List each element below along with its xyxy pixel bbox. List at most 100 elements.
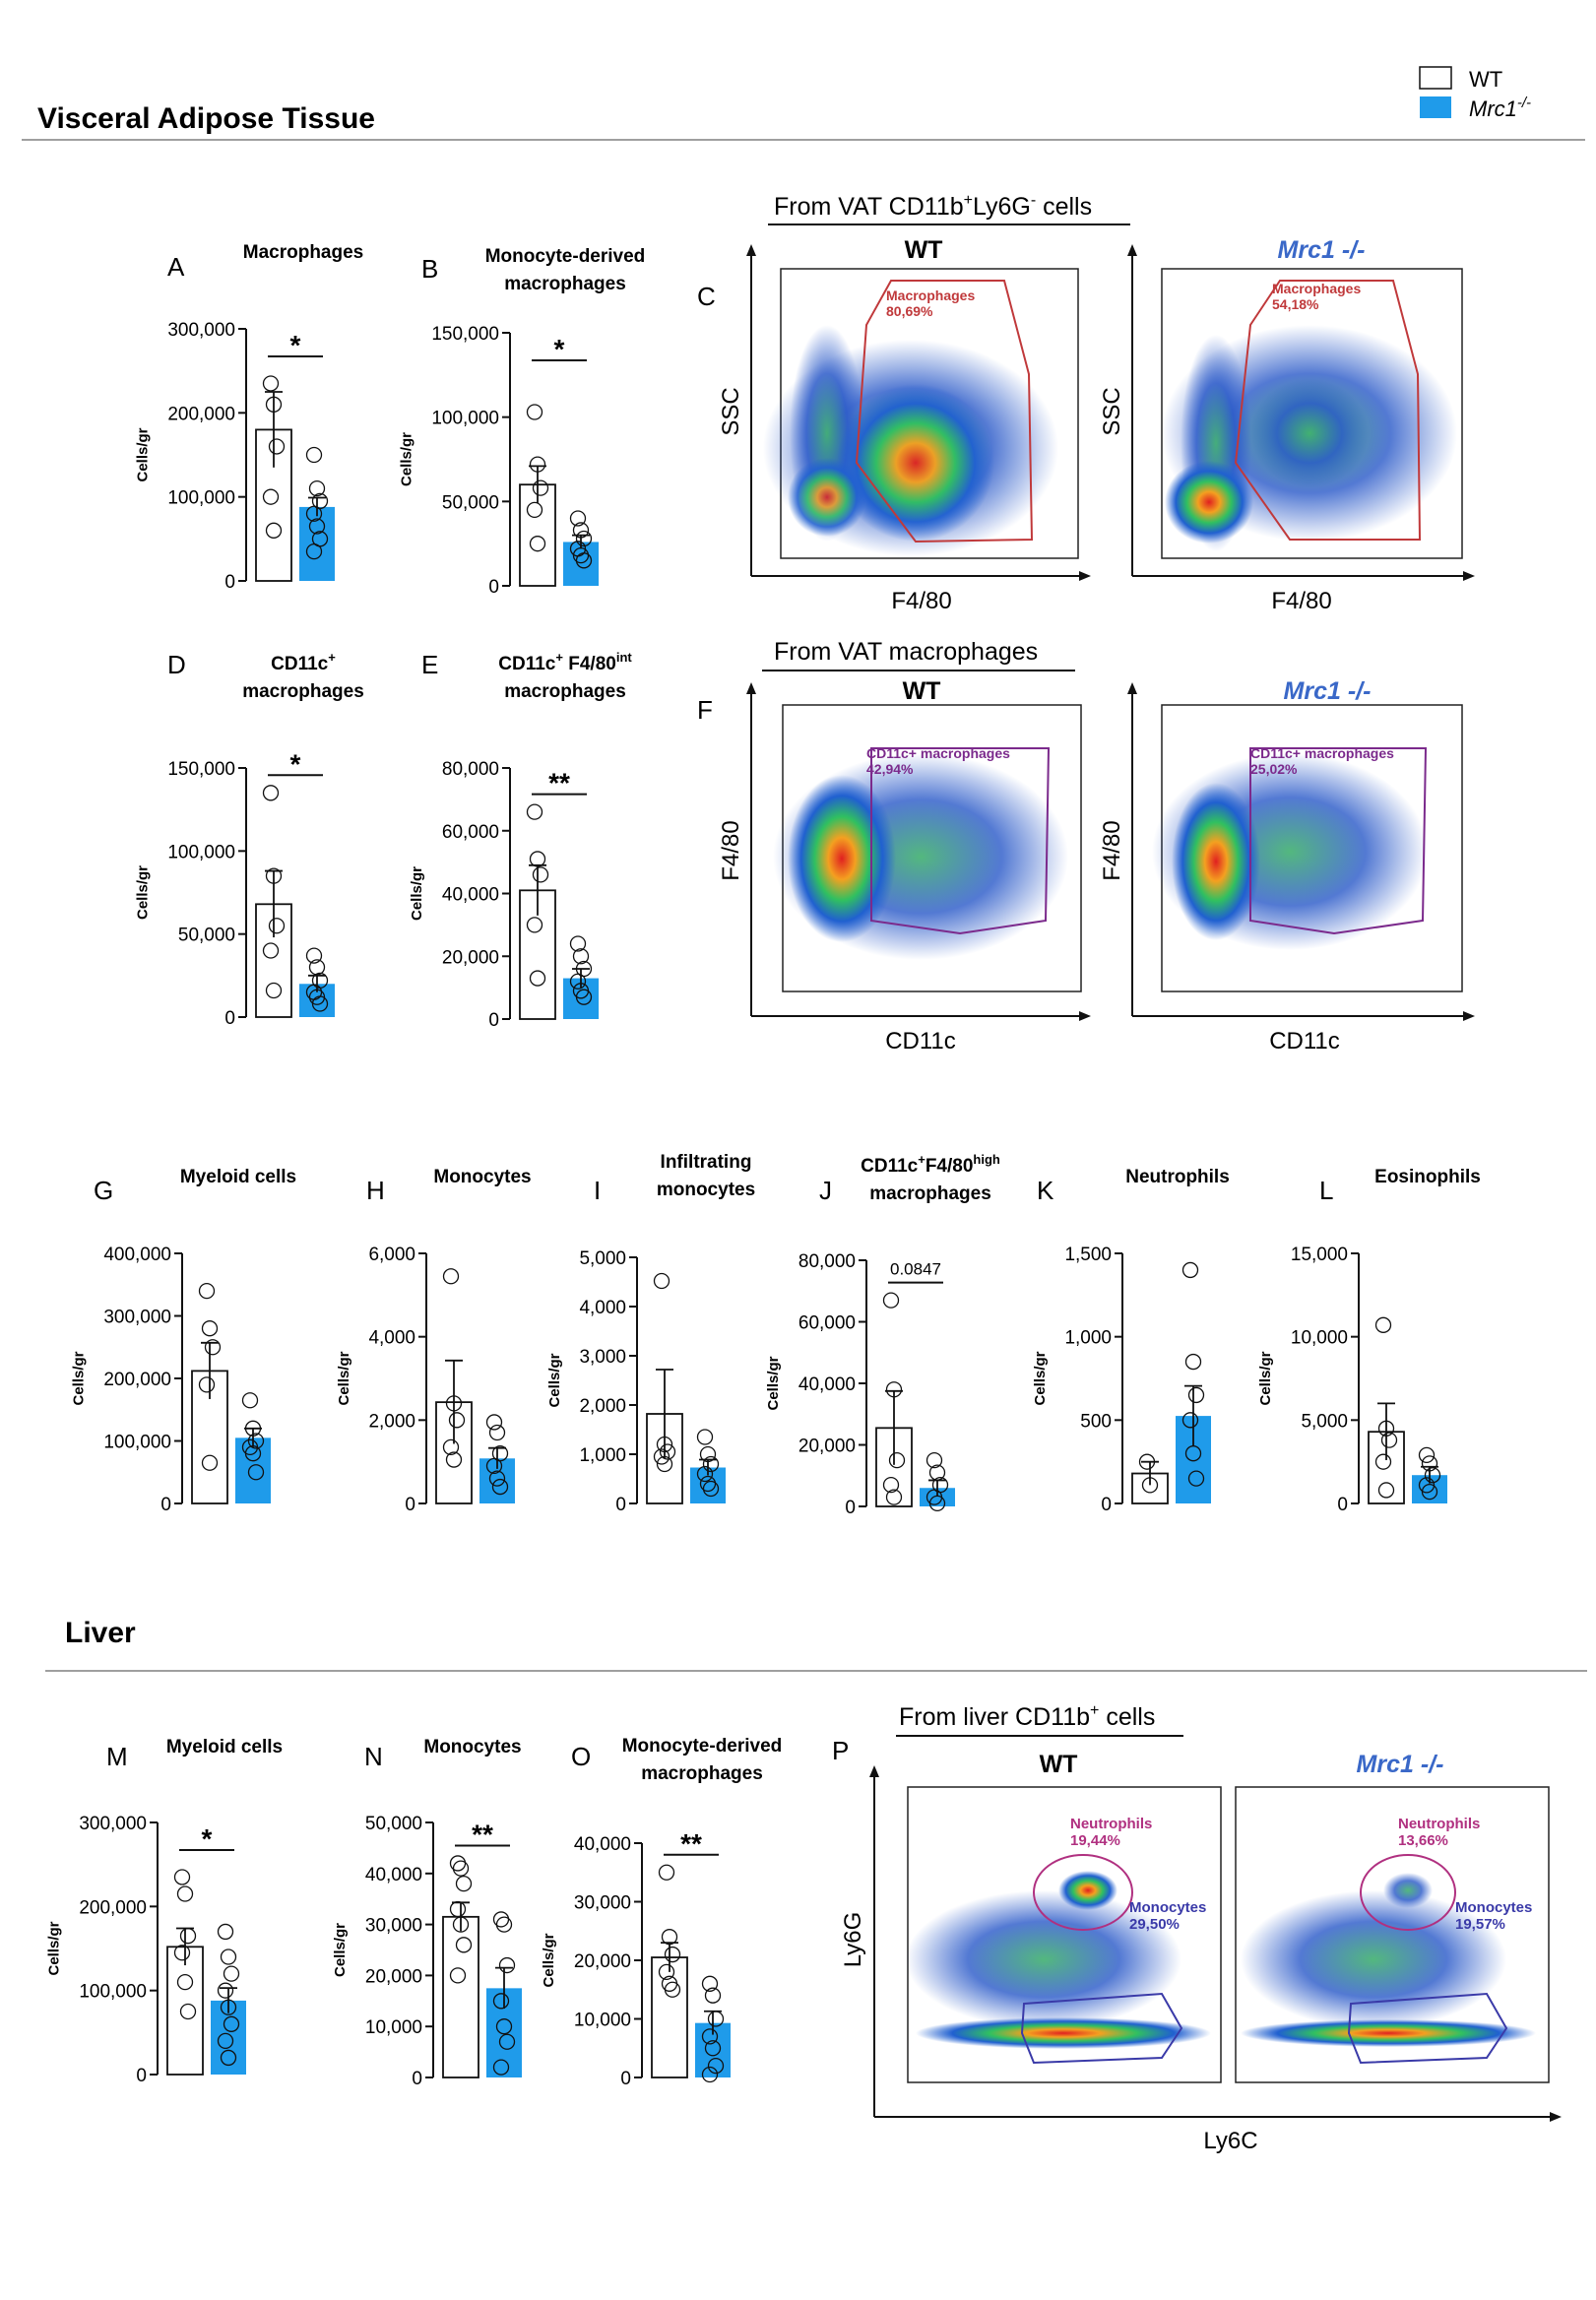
data-point-b-ko-0 bbox=[569, 510, 587, 527]
flow-ylabel-c-wt: SSC bbox=[718, 387, 744, 435]
gate-pct-f-ko: 25,02% bbox=[1250, 761, 1298, 777]
data-point-g-wt-4 bbox=[201, 1454, 219, 1471]
y-tick-label-m-2: 200,000 bbox=[79, 1897, 147, 1918]
data-point-a-ko-4 bbox=[308, 518, 326, 535]
chart-title-b-0: Monocyte-derived bbox=[485, 246, 646, 267]
y-tick-label-g-1: 100,000 bbox=[103, 1433, 171, 1453]
flow-header-c: From VAT CD11b+Ly6G- cells bbox=[774, 192, 1092, 221]
gate-pct-p-ko-monocytes: 19,57% bbox=[1455, 1916, 1505, 1933]
chart-title-m-0: Myeloid cells bbox=[166, 1737, 283, 1757]
data-point-d-wt-2 bbox=[268, 918, 286, 934]
data-point-j-wt-1 bbox=[885, 1381, 903, 1398]
data-point-n-ko-6 bbox=[492, 2059, 510, 2076]
y-tick-label-n-4: 40,000 bbox=[365, 1865, 422, 1885]
y-tick-label-g-4: 400,000 bbox=[103, 1245, 171, 1265]
data-point-b-ko-1 bbox=[572, 522, 590, 539]
data-point-h-wt-0 bbox=[442, 1268, 460, 1285]
bar-chart-i: I Infiltrating monocytes 0 1,000 2,000 3,000 4,… bbox=[546, 1152, 755, 1515]
gate-pct-c-wt: 80,69% bbox=[886, 303, 933, 319]
data-point-k-ko-1 bbox=[1184, 1353, 1202, 1371]
chart-title-l-0: Eosinophils bbox=[1374, 1167, 1481, 1187]
bar-chart-k: K Neutrophils 0 500 1,000 1,500 Cells/gr bbox=[1032, 1167, 1230, 1515]
chart-title-b-1: macrophages bbox=[504, 274, 626, 294]
flow-xarrow-p bbox=[1550, 2112, 1562, 2122]
data-point-l-ko-1 bbox=[1421, 1455, 1438, 1472]
flow-header-f: From VAT macrophages bbox=[774, 638, 1038, 666]
y-tick-label-d-3: 150,000 bbox=[167, 759, 235, 780]
bar-n-wt bbox=[442, 1915, 479, 2078]
data-point-j-wt-2 bbox=[888, 1451, 906, 1469]
data-point-m-wt-1 bbox=[176, 1885, 194, 1902]
y-tick-label-d-2: 100,000 bbox=[167, 842, 235, 862]
panel-letter-i: I bbox=[594, 1176, 601, 1205]
panel-letter-k: K bbox=[1037, 1176, 1054, 1205]
data-point-o-wt-5 bbox=[664, 1981, 681, 1998]
data-point-h-wt-2 bbox=[448, 1412, 466, 1429]
chart-title-o-1: macrophages bbox=[641, 1763, 763, 1784]
data-point-b-ko-5 bbox=[575, 552, 593, 569]
data-point-k-wt-0 bbox=[1138, 1453, 1156, 1470]
y-tick-label-e-2: 40,000 bbox=[442, 885, 499, 906]
y-axis-label-n: Cells/gr bbox=[332, 1923, 349, 1977]
density-f-ko bbox=[1152, 753, 1428, 950]
data-point-g-ko-2 bbox=[247, 1433, 265, 1449]
sig-label-b: * bbox=[554, 334, 565, 364]
data-point-n-wt-2 bbox=[455, 1876, 473, 1892]
data-point-o-ko-0 bbox=[701, 1975, 719, 1992]
data-point-l-wt-4 bbox=[1377, 1482, 1395, 1499]
y-tick-label-o-1: 10,000 bbox=[574, 2011, 631, 2031]
data-point-i-ko-1 bbox=[699, 1445, 717, 1463]
data-point-n-ko-1 bbox=[495, 1916, 513, 1933]
data-point-e-ko-5 bbox=[575, 989, 593, 1005]
bar-charts-layer: A Macrophages 0 100,000 200,000 300,000 Cells/… bbox=[45, 242, 1480, 2089]
bar-a-ko bbox=[299, 506, 335, 581]
flow-xlabel-c-ko: F4/80 bbox=[1271, 588, 1331, 614]
panel-letter-e: E bbox=[421, 650, 438, 679]
data-point-e-wt-3 bbox=[526, 917, 543, 933]
y-tick-label-o-0: 0 bbox=[620, 2069, 631, 2089]
gate-p-wt-monocytes bbox=[1020, 1992, 1183, 2065]
data-point-b-wt-4 bbox=[529, 536, 546, 552]
data-point-i-ko-0 bbox=[696, 1429, 714, 1445]
gate-c-wt bbox=[855, 280, 1034, 543]
data-point-h-ko-0 bbox=[485, 1414, 503, 1431]
y-axis-label-o: Cells/gr bbox=[541, 1933, 557, 1987]
panel-letter-d: D bbox=[167, 650, 186, 679]
data-point-d-ko-5 bbox=[311, 995, 329, 1012]
data-point-e-ko-0 bbox=[569, 935, 587, 952]
data-point-k-ko-2 bbox=[1187, 1386, 1205, 1404]
y-axis-label-l: Cells/gr bbox=[1257, 1351, 1274, 1405]
data-point-a-ko-0 bbox=[305, 446, 323, 464]
data-point-e-ko-3 bbox=[569, 973, 587, 990]
data-point-b-wt-1 bbox=[529, 456, 546, 473]
bar-chart-b: B Monocyte-derived macrophages 0 50,000 100,0… bbox=[398, 246, 645, 598]
data-point-o-ko-3 bbox=[701, 2028, 719, 2045]
y-tick-label-k-3: 1,500 bbox=[1064, 1245, 1112, 1265]
data-point-n-ko-0 bbox=[492, 1911, 510, 1928]
data-point-i-ko-3 bbox=[696, 1465, 714, 1483]
flow-xarrow-c-wt bbox=[1079, 571, 1091, 581]
gate-label-p-wt-monocytes: Monocytes bbox=[1129, 1899, 1206, 1916]
y-tick-label-i-2: 2,000 bbox=[579, 1396, 626, 1417]
y-tick-label-b-1: 50,000 bbox=[442, 492, 499, 513]
bar-chart-l: L Eosinophils 0 5,000 10,000 15,000 Cells/gr bbox=[1257, 1167, 1481, 1515]
chart-title-j-0: CD11c+F4/80high bbox=[861, 1152, 1000, 1177]
sig-label-m: * bbox=[202, 1823, 213, 1854]
y-axis-label-e: Cells/gr bbox=[409, 866, 425, 921]
chart-title-n-0: Monocytes bbox=[423, 1737, 521, 1757]
y-tick-label-i-3: 3,000 bbox=[579, 1347, 626, 1368]
data-point-o-ko-4 bbox=[704, 2040, 722, 2057]
y-tick-label-k-1: 500 bbox=[1080, 1411, 1112, 1432]
data-point-i-wt-4 bbox=[656, 1455, 673, 1473]
data-point-e-wt-0 bbox=[526, 803, 543, 820]
data-point-g-ko-4 bbox=[244, 1445, 262, 1462]
flow-title-p-ko: Mrc1 -/- bbox=[1357, 1751, 1444, 1778]
data-point-n-ko-2 bbox=[498, 1956, 516, 1974]
data-point-i-wt-1 bbox=[656, 1436, 673, 1453]
panel-letter-l: L bbox=[1319, 1176, 1333, 1205]
flow-title-f-wt: WT bbox=[903, 677, 941, 705]
data-point-m-ko-5 bbox=[223, 2015, 240, 2032]
data-point-d-wt-0 bbox=[262, 785, 280, 801]
flow-title-p-wt: WT bbox=[1040, 1751, 1078, 1778]
y-tick-label-j-3: 60,000 bbox=[798, 1313, 856, 1334]
